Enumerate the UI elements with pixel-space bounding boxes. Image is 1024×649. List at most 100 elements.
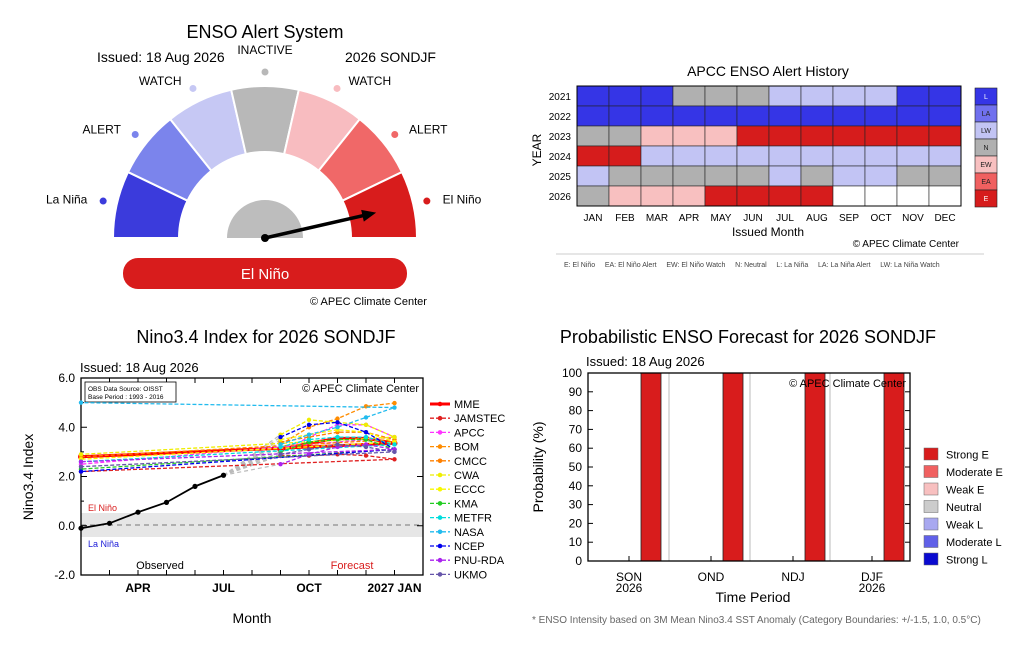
- gauge-segment-label-3: INACTIVE: [237, 43, 292, 57]
- prob-x-tick-year: 2026: [859, 581, 886, 595]
- nino-legend-marker-METFR: [437, 515, 443, 520]
- prob-separators: [668, 373, 831, 561]
- gauge-status-text: El Niño: [241, 266, 289, 283]
- nino-legend-label-MME: MME: [454, 399, 480, 411]
- nino-point-NCEP: [78, 469, 84, 474]
- history-cell: [672, 165, 706, 187]
- prob-legend-label: Moderate L: [946, 537, 1002, 549]
- prob-bars: [640, 372, 905, 562]
- nino-legend-label-CMCC: CMCC: [454, 456, 487, 468]
- history-cell: [928, 145, 962, 167]
- prob-legend-swatch: [923, 482, 939, 496]
- history-cell: [864, 85, 898, 107]
- gauge-segment-label-1: ALERT: [82, 123, 121, 137]
- nino-legend-label-BOM: BOM: [454, 442, 479, 454]
- history-month-label: DEC: [934, 213, 955, 224]
- prob-legend-label: Strong L: [946, 555, 988, 567]
- prob-y-tick-label: 100: [562, 366, 582, 380]
- history-cell: [608, 125, 642, 147]
- nino-legend-marker-PNU-RDA: [437, 557, 443, 563]
- prob-legend: Strong E Moderate E Weak E Neutral Weak L Mod…: [923, 447, 1003, 567]
- nino-series-CWA: [80, 419, 395, 455]
- gauge-segment-6: [341, 170, 419, 239]
- history-cell: [608, 165, 642, 187]
- history-cell: [896, 145, 930, 167]
- nino-legend-marker-APCC: [437, 430, 443, 435]
- prob-forecast-panel: Probabilistic ENSO Forecast for 2026 SON…: [530, 327, 1003, 626]
- history-month-label: MAR: [646, 213, 668, 224]
- gauge-period: 2026 SONDJF: [345, 49, 436, 65]
- nino-observed-point: [78, 525, 84, 531]
- history-legend-swatch: [974, 189, 998, 208]
- forecast-label: Forecast: [331, 560, 374, 572]
- nino-legend-label-NASA: NASA: [454, 527, 485, 539]
- prob-legend-swatch: [923, 465, 939, 478]
- history-title: APCC ENSO Alert History: [687, 63, 849, 79]
- nino-point-NASA: [335, 425, 340, 430]
- nino-point-PNU-RDA: [278, 461, 283, 467]
- history-month-label: JUN: [743, 213, 762, 224]
- nino-point-METFR: [363, 434, 369, 440]
- nino-point-UKMO: [306, 447, 312, 452]
- nino-point-BOM: [335, 416, 340, 421]
- gauge-issued-date: Issued: 18 Aug 2026: [97, 49, 225, 65]
- gauge-segment-label-4: WATCH: [348, 74, 391, 88]
- history-cell: [704, 185, 738, 207]
- prob-bar-strong-e: [804, 372, 826, 562]
- prob-bar-strong-e: [722, 372, 744, 562]
- prob-legend-swatch: [923, 552, 939, 566]
- prob-y-tick-label: 30: [569, 498, 583, 512]
- nino-y-tick-label: 6.0: [58, 371, 75, 385]
- observed-label: Observed: [136, 560, 184, 572]
- history-cell: [640, 125, 674, 147]
- gauge-needle-head: [361, 209, 377, 222]
- history-cell: [608, 185, 642, 207]
- history-cell: [608, 85, 642, 107]
- history-cell: [896, 185, 930, 207]
- prob-bar-strong-e: [640, 372, 662, 562]
- history-cell: [800, 145, 834, 167]
- gauge-segment-dot-6: [423, 197, 431, 205]
- history-cell: [672, 125, 706, 147]
- history-copyright: © APEC Climate Center: [853, 239, 960, 250]
- history-cell: [768, 185, 802, 207]
- history-cell: [864, 185, 898, 207]
- gauge-copyright: © APEC Climate Center: [310, 296, 427, 308]
- prob-x-tick-label: NDJ: [781, 570, 804, 584]
- nino-point-PNU-RDA: [78, 459, 84, 464]
- history-cell: [704, 145, 738, 167]
- nino-y-ticks: 6.0 4.0 2.0 0.0 -2.0: [54, 371, 423, 582]
- history-cell: [832, 185, 866, 207]
- history-cell: [832, 125, 866, 147]
- history-month-label: AUG: [806, 213, 828, 224]
- nino-legend-marker-ECCC: [437, 486, 443, 492]
- nino-point-NCEP: [363, 429, 369, 435]
- prob-legend-swatch: [923, 535, 939, 548]
- nino-legend-marker-MME: [437, 401, 443, 407]
- nino-point-JAMSTEC: [363, 453, 369, 458]
- nino-point-NCEP: [278, 434, 283, 440]
- history-month-label: APR: [679, 213, 700, 224]
- nino-point-METFR: [335, 434, 340, 440]
- prob-y-tick-label: 10: [569, 535, 583, 549]
- history-cell: [768, 105, 802, 127]
- prob-issued-date: Issued: 18 Aug 2026: [586, 354, 705, 369]
- nino-point-NASA: [363, 415, 369, 420]
- prob-plot-frame: [587, 372, 911, 562]
- gauge-segment-dot-4: [333, 84, 341, 92]
- nino-y-tick-label: 0.0: [58, 519, 75, 533]
- nino-series-UKMO: [80, 443, 395, 468]
- nino-observed-point: [163, 499, 170, 505]
- prob-footnote: * ENSO Intensity based on 3M Mean Nino3.…: [532, 615, 981, 626]
- prob-x-tick-year: 2026: [616, 581, 643, 595]
- history-cell: [832, 85, 866, 107]
- nino-point-CWA: [306, 417, 312, 423]
- history-cell: [736, 125, 770, 147]
- history-year-label: 2026: [549, 192, 572, 203]
- nino-legend-label-KMA: KMA: [454, 498, 479, 510]
- nino-point-NASA: [392, 405, 397, 410]
- history-legend-code: LW: [981, 128, 991, 135]
- nino-legend: MME JAMSTEC APCC BOM CMCC CWA ECCC KMA METFR NASA…: [430, 399, 505, 581]
- nino-point-NASA: [78, 400, 84, 405]
